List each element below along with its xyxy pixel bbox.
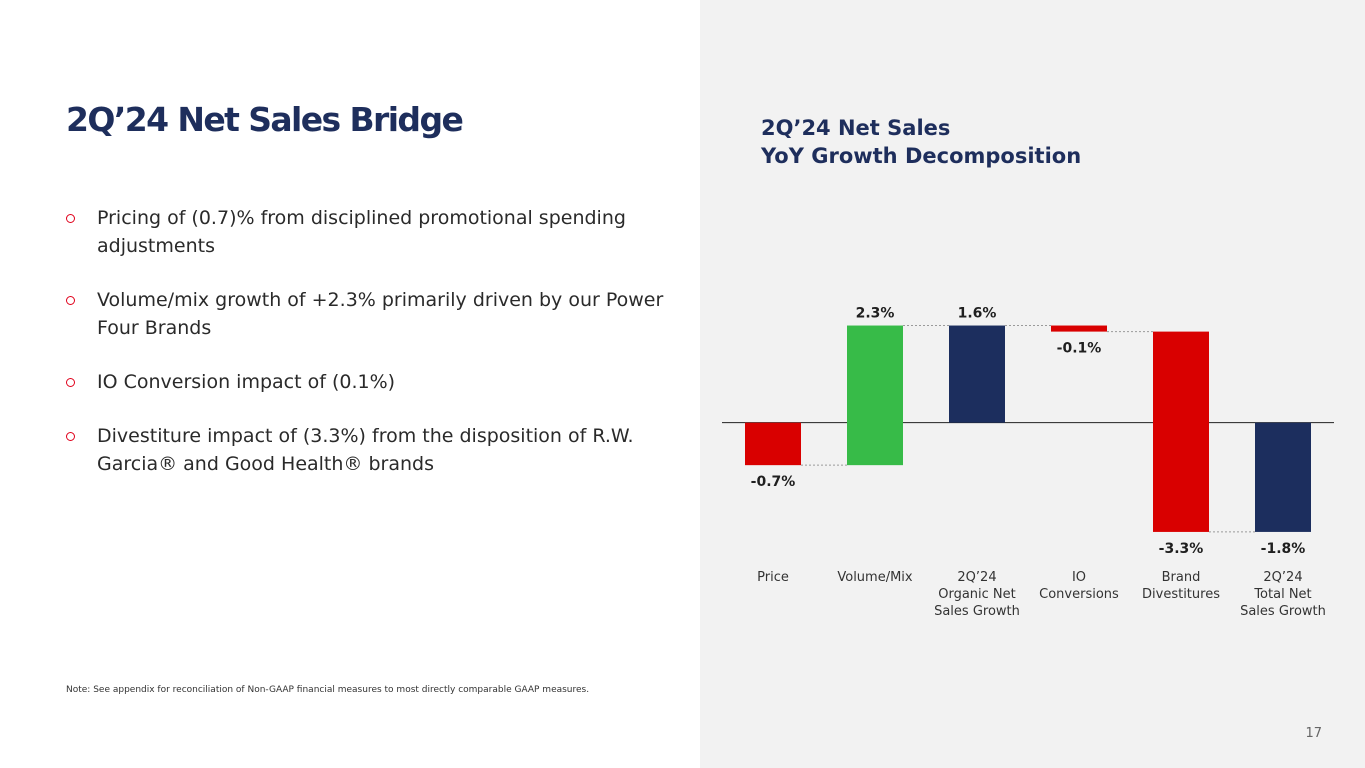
category-label: 2Q’24 [1263, 570, 1302, 585]
chart-title: 2Q’24 Net Sales YoY Growth Decomposition [761, 114, 1081, 170]
data-label: -3.3% [1159, 541, 1204, 557]
bullet-circle-icon [66, 296, 75, 305]
category-label: Conversions [1039, 587, 1119, 602]
bullet-item: Divestiture impact of (3.3%) from the di… [66, 422, 666, 478]
category-label: Total Net [1253, 587, 1311, 602]
bullet-circle-icon [66, 432, 75, 441]
category-label: Divestitures [1142, 587, 1220, 602]
bar-0 [745, 422, 801, 466]
bullet-circle-icon [66, 214, 75, 223]
bullet-item: Pricing of (0.7)% from disciplined promo… [66, 204, 666, 260]
bullet-circle-icon [66, 378, 75, 387]
category-label: Sales Growth [934, 604, 1020, 619]
bullet-text: Pricing of (0.7)% from disciplined promo… [97, 207, 626, 257]
bar-2 [949, 325, 1005, 423]
slide-title: 2Q’24 Net Sales Bridge [66, 100, 464, 139]
waterfall-chart: -0.7% 2.3% 1.6% -0.1% -3.3% -1.8% Price Volume/… [722, 306, 1334, 619]
chart-title-line-2: YoY Growth Decomposition [761, 144, 1082, 168]
bullet-list: Pricing of (0.7)% from disciplined promo… [66, 204, 666, 504]
data-label: -0.7% [751, 474, 796, 490]
bar-4 [1153, 331, 1209, 532]
bar-5 [1255, 422, 1311, 532]
bullet-item: Volume/mix growth of +2.3% primarily dri… [66, 286, 666, 342]
data-label: -1.8% [1261, 541, 1306, 557]
footnote: Note: See appendix for reconciliation of… [66, 685, 590, 695]
data-label: 1.6% [958, 306, 997, 322]
bar-3 [1051, 325, 1107, 332]
page-number: 17 [1305, 726, 1322, 741]
chart-title-line-1: 2Q’24 Net Sales [761, 116, 951, 140]
data-label: -0.1% [1057, 341, 1102, 357]
category-label: Organic Net [938, 587, 1016, 602]
category-label: Brand [1162, 570, 1201, 585]
category-label: 2Q’24 [957, 570, 996, 585]
chart-panel-background [700, 0, 1365, 768]
bullet-text: IO Conversion impact of (0.1%) [97, 371, 396, 393]
bullet-text: Divestiture impact of (3.3%) from the di… [97, 425, 634, 475]
data-label: 2.3% [856, 306, 895, 322]
category-label: Sales Growth [1240, 604, 1326, 619]
bullet-text: Volume/mix growth of +2.3% primarily dri… [97, 289, 664, 339]
category-label: Price [757, 570, 789, 585]
category-label: IO [1072, 570, 1086, 585]
category-label: Volume/Mix [837, 570, 913, 585]
bullet-item: IO Conversion impact of (0.1%) [66, 368, 666, 396]
bar-1 [847, 325, 903, 466]
